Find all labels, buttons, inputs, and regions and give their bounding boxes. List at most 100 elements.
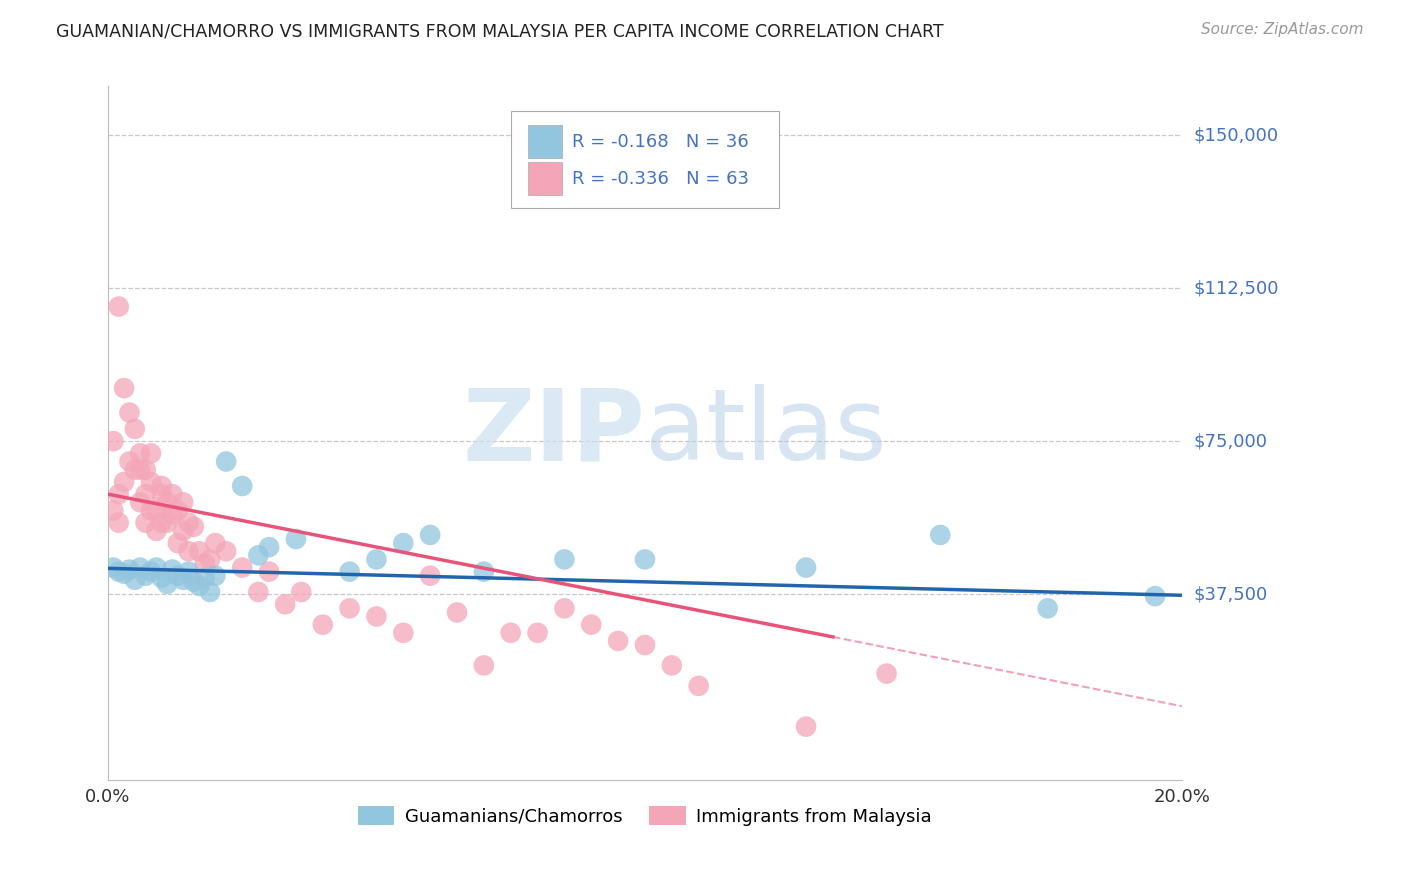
Point [129, 446, 152, 460]
Point [107, 487, 129, 501]
Point [150, 516, 173, 530]
Text: Source: ZipAtlas.com: Source: ZipAtlas.com [1201, 22, 1364, 37]
Point [172, 573, 194, 587]
Point [103, 434, 125, 449]
Point [247, 549, 270, 563]
Text: GUAMANIAN/CHAMORRO VS IMMIGRANTS FROM MALAYSIA PER CAPITA INCOME CORRELATION CHA: GUAMANIAN/CHAMORRO VS IMMIGRANTS FROM MA… [56, 22, 943, 40]
Point [107, 565, 129, 579]
Point [929, 528, 952, 542]
Text: $112,500: $112,500 [1194, 279, 1278, 297]
Point [107, 516, 129, 530]
Text: ZIP: ZIP [463, 384, 645, 482]
Point [339, 601, 361, 615]
Text: $150,000: $150,000 [1194, 127, 1278, 145]
Legend: Guamanians/Chamorros, Immigrants from Malaysia: Guamanians/Chamorros, Immigrants from Ma… [350, 799, 939, 833]
Point [339, 565, 361, 579]
Point [183, 574, 205, 589]
Point [231, 560, 253, 574]
Point [107, 300, 129, 314]
Point [177, 544, 200, 558]
FancyBboxPatch shape [527, 125, 562, 158]
Point [366, 552, 388, 566]
Point [661, 658, 683, 673]
Point [162, 563, 184, 577]
Point [124, 422, 146, 436]
Point [103, 560, 125, 574]
Point [419, 528, 441, 542]
Point [177, 516, 200, 530]
Point [135, 487, 157, 501]
Point [257, 565, 280, 579]
Point [118, 454, 141, 468]
Point [139, 503, 162, 517]
Point [526, 625, 548, 640]
Point [215, 454, 238, 468]
Point [162, 508, 184, 522]
Point [553, 601, 575, 615]
Point [166, 568, 188, 582]
Point [419, 568, 441, 582]
Point [166, 503, 188, 517]
Text: R = -0.168   N = 36: R = -0.168 N = 36 [572, 133, 748, 151]
Point [472, 565, 495, 579]
Point [688, 679, 710, 693]
Point [172, 524, 194, 538]
Point [366, 609, 388, 624]
Point [129, 495, 152, 509]
Point [145, 560, 167, 574]
Point [231, 479, 253, 493]
FancyBboxPatch shape [510, 111, 779, 208]
FancyBboxPatch shape [527, 162, 562, 194]
Point [198, 552, 221, 566]
Point [145, 524, 167, 538]
Point [112, 566, 135, 581]
Point [290, 585, 312, 599]
Point [204, 568, 226, 582]
Point [118, 406, 141, 420]
Point [139, 446, 162, 460]
Point [156, 577, 179, 591]
Point [118, 563, 141, 577]
Point [312, 617, 335, 632]
Point [876, 666, 898, 681]
Point [472, 658, 495, 673]
Point [194, 571, 217, 585]
Point [166, 536, 188, 550]
Point [124, 573, 146, 587]
Point [1036, 601, 1059, 615]
Point [257, 540, 280, 554]
Point [581, 617, 603, 632]
Point [446, 606, 468, 620]
Text: R = -0.336   N = 63: R = -0.336 N = 63 [572, 169, 749, 187]
Point [162, 487, 184, 501]
Point [156, 516, 179, 530]
Point [129, 560, 152, 574]
Point [553, 552, 575, 566]
Point [215, 544, 238, 558]
Point [392, 536, 415, 550]
Point [794, 560, 817, 574]
Point [794, 720, 817, 734]
Point [139, 565, 162, 579]
Point [284, 532, 307, 546]
Text: $37,500: $37,500 [1194, 585, 1267, 603]
Point [150, 571, 173, 585]
Point [150, 479, 173, 493]
Point [198, 585, 221, 599]
Point [607, 634, 630, 648]
Point [129, 463, 152, 477]
Point [634, 638, 657, 652]
Point [274, 597, 297, 611]
Point [188, 579, 211, 593]
Point [112, 475, 135, 489]
Text: atlas: atlas [645, 384, 887, 482]
Point [135, 516, 157, 530]
Point [499, 625, 522, 640]
Point [135, 568, 157, 582]
Point [194, 557, 217, 571]
Point [188, 544, 211, 558]
Point [392, 625, 415, 640]
Point [103, 503, 125, 517]
Point [634, 552, 657, 566]
Point [124, 463, 146, 477]
